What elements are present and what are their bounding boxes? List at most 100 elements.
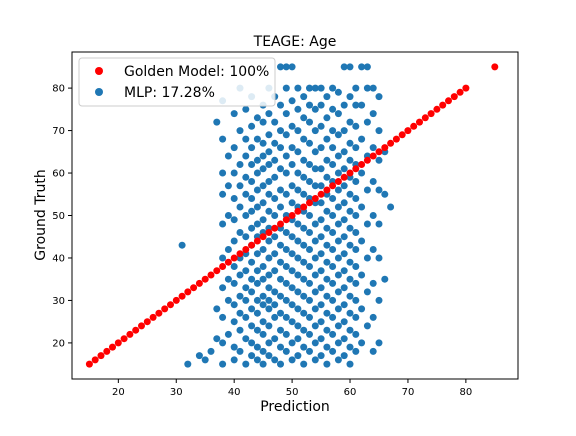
data-point-golden-model [282, 216, 290, 224]
data-point-mlp [242, 135, 250, 143]
data-point-mlp [358, 305, 366, 313]
data-point-mlp [230, 195, 238, 202]
data-point-golden-model [248, 241, 256, 249]
legend-box [78, 57, 276, 107]
data-point-mlp [271, 250, 279, 258]
data-point-mlp [369, 110, 377, 118]
data-point-mlp [358, 135, 366, 143]
data-point-mlp [265, 305, 273, 313]
data-point-mlp [265, 178, 273, 185]
data-point-golden-model [271, 224, 279, 232]
data-point-mlp [329, 246, 337, 253]
data-point-mlp [259, 347, 267, 355]
data-point-mlp [253, 267, 261, 275]
data-point-mlp [265, 322, 273, 330]
data-point-mlp [311, 165, 319, 173]
data-point-mlp [201, 356, 209, 364]
data-point-mlp [277, 241, 284, 249]
data-point-mlp [358, 169, 366, 177]
data-point-mlp [242, 360, 250, 368]
data-point-mlp [294, 84, 302, 92]
data-point-mlp [282, 84, 290, 92]
data-point-mlp [253, 309, 261, 317]
data-point-mlp [271, 139, 279, 147]
data-point-mlp [288, 318, 296, 326]
data-point-golden-model [346, 169, 354, 177]
y-tick-label: 80 [52, 84, 65, 95]
data-point-mlp [381, 190, 389, 198]
data-point-mlp [195, 352, 203, 360]
data-point-mlp [340, 199, 348, 207]
data-point-mlp [317, 216, 325, 224]
data-point-mlp [329, 195, 337, 202]
data-point-golden-model [259, 233, 267, 241]
data-point-mlp [236, 182, 244, 190]
data-point-golden-model [184, 288, 192, 296]
data-point-mlp [311, 237, 319, 245]
data-point-mlp [352, 246, 360, 253]
data-point-mlp [334, 305, 342, 313]
data-point-mlp [346, 309, 354, 317]
data-point-mlp [375, 339, 383, 347]
data-point-mlp [253, 114, 261, 122]
data-point-mlp [358, 339, 366, 347]
data-point-mlp [282, 347, 290, 355]
y-tick-label: 60 [52, 169, 65, 180]
data-point-mlp [224, 330, 232, 338]
data-point-mlp [271, 173, 279, 181]
data-point-mlp [271, 313, 279, 321]
data-point-mlp [265, 110, 273, 118]
data-point-mlp [248, 352, 256, 360]
data-point-mlp [253, 203, 261, 211]
data-point-golden-model [450, 93, 458, 101]
data-point-mlp [346, 93, 354, 101]
data-point-mlp [340, 335, 348, 343]
data-point-mlp [242, 284, 250, 292]
data-point-mlp [253, 356, 261, 364]
data-point-mlp [230, 263, 238, 270]
data-point-mlp [329, 105, 337, 113]
data-point-mlp [317, 182, 325, 190]
data-point-golden-model [109, 343, 116, 351]
data-point-mlp [265, 207, 273, 215]
data-point-golden-model [161, 305, 169, 313]
data-point-mlp [323, 173, 331, 181]
data-point-mlp [352, 347, 360, 355]
data-point-mlp [317, 267, 325, 275]
data-point-mlp [375, 93, 383, 101]
data-point-mlp [207, 347, 215, 355]
data-point-mlp [271, 267, 279, 275]
data-point-mlp [317, 335, 325, 343]
data-point-mlp [329, 127, 337, 135]
data-point-golden-model [404, 127, 412, 135]
x-tick-label: 80 [460, 387, 473, 398]
plot-points [85, 63, 499, 368]
data-point-mlp [352, 263, 360, 270]
data-point-mlp [306, 161, 313, 168]
data-point-mlp [363, 288, 371, 296]
data-point-mlp [375, 156, 383, 164]
data-point-golden-model [126, 330, 134, 338]
data-point-mlp [311, 305, 319, 313]
data-point-mlp [306, 313, 313, 321]
data-point-golden-model [97, 352, 105, 360]
legend-marker-mlp [95, 88, 103, 96]
data-point-golden-model [224, 258, 232, 266]
data-point-mlp [282, 152, 290, 160]
data-point-mlp [236, 127, 244, 135]
data-point-golden-model [323, 186, 331, 194]
data-point-mlp [271, 118, 279, 126]
data-point-mlp [363, 220, 371, 228]
data-point-mlp [248, 288, 256, 296]
data-point-mlp [248, 122, 256, 130]
data-point-mlp [358, 63, 366, 71]
data-point-mlp [329, 84, 337, 92]
data-point-golden-model [114, 339, 122, 347]
data-point-mlp [358, 271, 366, 279]
data-point-mlp [259, 263, 267, 270]
data-point-golden-model [288, 212, 296, 219]
data-point-mlp [248, 195, 256, 202]
data-point-mlp [288, 233, 296, 241]
data-point-mlp [248, 144, 256, 152]
data-point-mlp [363, 84, 371, 92]
